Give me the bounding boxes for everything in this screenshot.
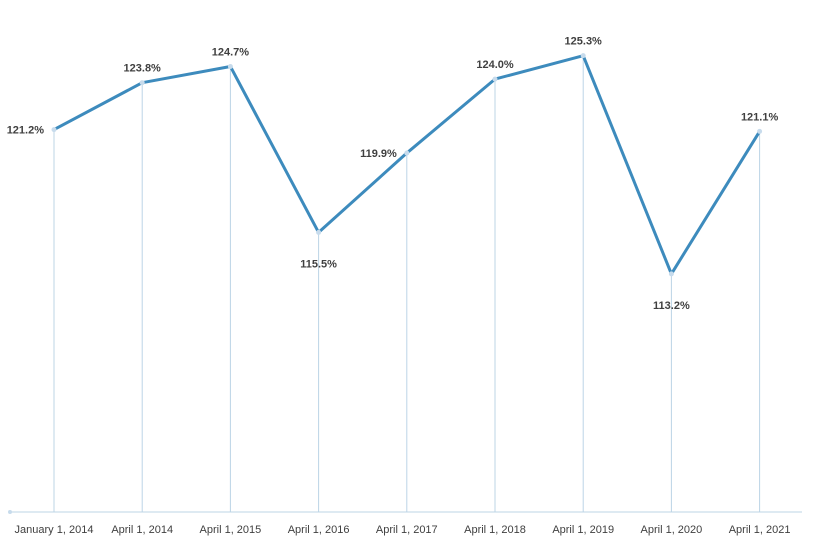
data-point xyxy=(316,229,322,235)
x-tick-label: April 1, 2021 xyxy=(729,524,791,536)
data-label: 125.3% xyxy=(565,36,603,48)
data-label: 113.2% xyxy=(653,300,690,312)
data-labels: 121.2% 123.8% 124.7% 115.5% 119.9% 124.0% 125.… xyxy=(7,36,779,312)
data-point xyxy=(757,128,763,134)
data-markers xyxy=(51,53,763,277)
x-tick-label: April 1, 2015 xyxy=(200,524,262,536)
x-tick-label: April 1, 2018 xyxy=(464,524,526,536)
x-axis-tick-labels: January 1, 2014 April 1, 2014 April 1, 201… xyxy=(15,524,791,536)
data-point xyxy=(668,271,674,277)
data-point xyxy=(580,53,586,59)
x-tick-label: April 1, 2014 xyxy=(111,524,173,536)
x-tick-label: April 1, 2020 xyxy=(641,524,703,536)
data-label: 119.9% xyxy=(360,148,397,160)
data-point xyxy=(227,63,233,69)
x-tick-label: April 1, 2019 xyxy=(552,524,614,536)
data-label: 121.2% xyxy=(7,125,45,137)
data-label: 124.0% xyxy=(476,59,514,71)
data-point xyxy=(139,80,145,86)
data-label: 124.7% xyxy=(212,46,250,58)
data-point xyxy=(492,76,498,82)
drop-lines xyxy=(53,55,761,512)
data-label: 123.8% xyxy=(124,63,162,75)
data-point xyxy=(51,127,57,133)
axis-origin-marker xyxy=(8,510,12,514)
data-point xyxy=(404,150,410,156)
x-tick-label: April 1, 2017 xyxy=(376,524,438,536)
data-label: 115.5% xyxy=(300,258,337,270)
data-label: 121.1% xyxy=(741,111,779,123)
x-tick-label: April 1, 2016 xyxy=(288,524,350,536)
x-tick-label: January 1, 2014 xyxy=(15,524,94,536)
